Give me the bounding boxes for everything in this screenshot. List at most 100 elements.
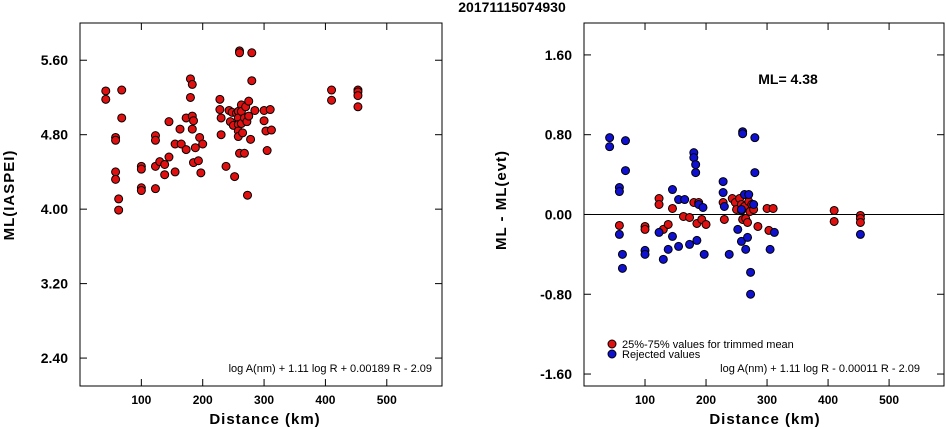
data-point [265, 105, 275, 115]
rejected-point [750, 133, 760, 143]
rejected-point [692, 235, 702, 245]
right-ticks: 100 200 300 400 500 -1.60 -0.80 0.00 0.80 1.60 [540, 23, 944, 407]
data-point [198, 139, 208, 149]
rejected-point [724, 249, 734, 259]
rejected-point [691, 160, 701, 170]
right-y-tick-label: 0.80 [545, 127, 572, 143]
left-y-tick-label: 5.60 [41, 52, 68, 68]
left-points [101, 46, 363, 215]
data-point [215, 105, 225, 115]
left-ticks: 100 200 300 400 500 2.40 3.20 4.00 4.80 5.60 [41, 23, 442, 407]
data-point [189, 116, 199, 126]
left-x-tick-label: 100 [131, 393, 151, 407]
left-x-axis-label: Distance (km) [209, 411, 320, 428]
data-point [216, 130, 226, 140]
data-point [150, 135, 160, 145]
rejected-point [617, 249, 627, 259]
trimmed-point [855, 217, 865, 227]
data-point [101, 94, 111, 104]
data-point [176, 139, 186, 149]
left-plot-frame [79, 22, 443, 387]
rejected-point [658, 254, 668, 264]
data-point [185, 92, 195, 102]
trimmed-point [614, 220, 624, 230]
rejected-point [674, 241, 684, 251]
data-point [170, 167, 180, 177]
rejected-point [749, 200, 759, 209]
data-point [247, 76, 257, 86]
data-point [187, 79, 197, 89]
data-point [101, 86, 111, 96]
data-point [111, 135, 121, 145]
data-point [117, 113, 127, 123]
data-point [353, 91, 363, 101]
trimmed-point [719, 214, 729, 224]
trimmed-point [640, 224, 650, 234]
data-point [114, 194, 124, 204]
trimmed-point [663, 219, 673, 229]
data-point [250, 105, 260, 115]
trimmed-point [829, 216, 839, 226]
left-y-tick-label: 4.00 [41, 201, 68, 217]
data-point [111, 174, 121, 184]
right-x-tick-label: 500 [879, 393, 899, 407]
right-x-tick-label: 200 [696, 393, 716, 407]
left-y-tick-label: 2.40 [41, 350, 68, 366]
rejected-point [685, 239, 695, 249]
left-x-tick-label: 300 [254, 393, 274, 407]
data-point [114, 205, 124, 215]
trimmed-point [753, 221, 763, 231]
data-point [193, 156, 203, 166]
rejected-point [691, 168, 701, 178]
data-point [136, 164, 146, 174]
trimmed-point [667, 203, 677, 213]
rejected-point [614, 229, 624, 239]
rejected-point [614, 187, 624, 197]
rejected-point [718, 177, 728, 187]
rejected-point [699, 249, 709, 259]
data-point [235, 48, 245, 58]
rejected-point [746, 289, 756, 299]
trimmed-point [829, 205, 839, 215]
data-point [196, 168, 206, 178]
right-x-tick-label: 100 [635, 393, 655, 407]
trimmed-point [654, 200, 664, 209]
chart-title: 20171115074930 [458, 0, 566, 15]
rejected-point [769, 227, 779, 237]
rejected-point [855, 229, 865, 239]
data-point [160, 170, 170, 180]
data-point [243, 190, 253, 200]
rejected-point [750, 168, 760, 178]
left-x-tick-label: 500 [377, 393, 397, 407]
left-y-axis-label: ML(IASPEI) [1, 150, 18, 241]
right-y-tick-label: -1.60 [540, 366, 572, 382]
rejected-point [765, 244, 775, 254]
data-point [164, 152, 174, 162]
rejected-point [733, 224, 743, 234]
rejected-point [719, 201, 729, 211]
rejected-point [620, 166, 630, 176]
rejected-point [620, 136, 630, 146]
left-chart-panel: 100 200 300 400 500 2.40 3.20 4.00 4.80 5.60 log … [1, 22, 443, 428]
rejected-point [654, 227, 664, 237]
data-point [266, 125, 276, 135]
left-formula: log A(nm) + 1.11 log R + 0.00189 R - 2.0… [229, 363, 432, 375]
rejected-point [680, 195, 690, 205]
left-y-tick-label: 3.20 [41, 276, 68, 292]
trimmed-point [701, 219, 711, 229]
data-point [230, 172, 240, 182]
rejected-point [663, 244, 673, 254]
rejected-point [746, 267, 756, 277]
right-x-tick-label: 300 [757, 393, 777, 407]
left-x-tick-label: 200 [193, 393, 213, 407]
rejected-point [741, 244, 751, 254]
right-y-tick-label: -0.80 [540, 286, 572, 302]
data-point [187, 124, 197, 134]
data-point [244, 96, 254, 106]
rejected-point [640, 249, 650, 259]
right-x-tick-label: 400 [818, 393, 838, 407]
rejected-point [736, 236, 746, 246]
data-point [136, 186, 146, 196]
right-x-axis-label: Distance (km) [709, 411, 820, 428]
